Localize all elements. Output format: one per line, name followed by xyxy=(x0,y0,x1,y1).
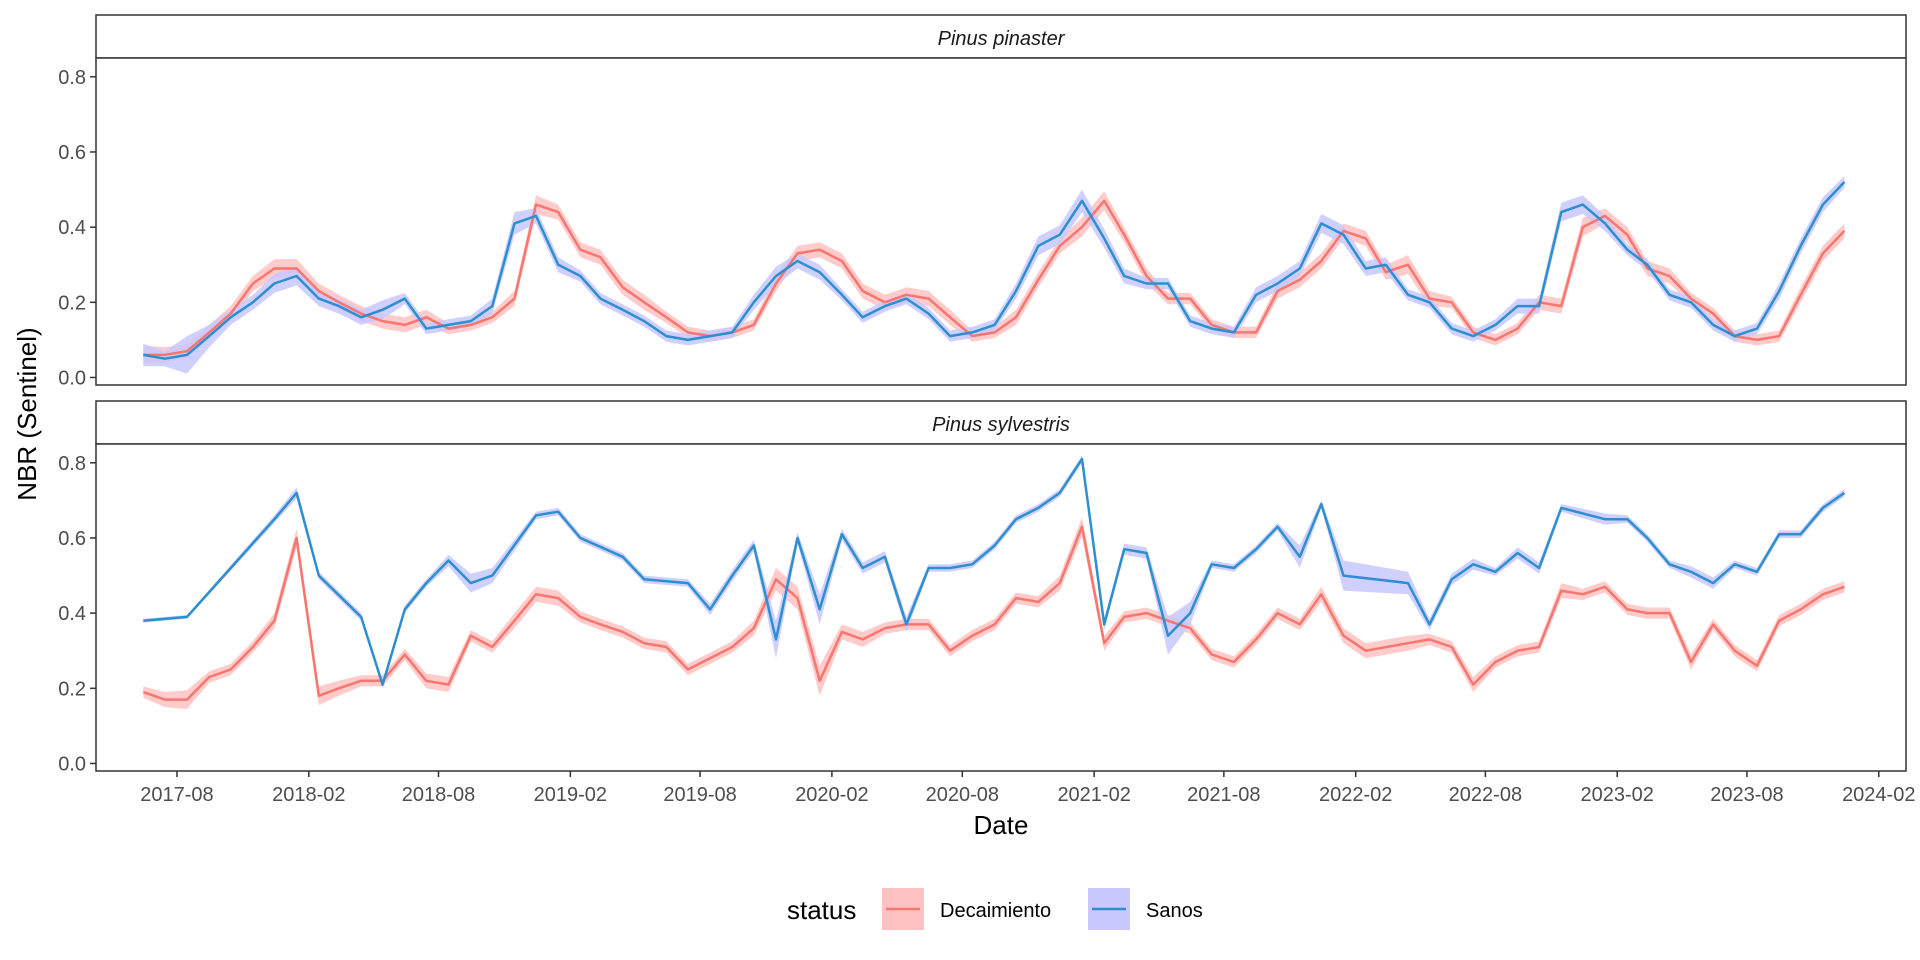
panel-2-y-tick-label: 0.8 xyxy=(58,453,86,475)
panel-2-y-tick-label: 0.0 xyxy=(58,753,86,775)
panel-1-line-sanos xyxy=(143,181,1846,360)
panel-2-y-tick-label: 0.6 xyxy=(58,528,86,550)
panel-2-y-tick-label: 0.2 xyxy=(58,678,86,700)
x-tick-label: 2022-08 xyxy=(1449,784,1522,806)
panel-2-plot-area xyxy=(95,443,1907,772)
panel-1-band-decaimiento xyxy=(143,191,1845,365)
legend-item-decaimiento: Decaimiento xyxy=(882,888,1051,930)
panel-1-data xyxy=(143,176,1846,374)
x-tick-label: 2020-02 xyxy=(795,784,868,806)
panel-2-y-tick-label: 0.4 xyxy=(58,603,86,625)
x-tick-label: 2021-08 xyxy=(1187,784,1260,806)
panel-1-line-decaimiento xyxy=(143,199,1846,357)
x-tick-label: 2018-02 xyxy=(272,784,345,806)
legend-label-sanos: Sanos xyxy=(1146,900,1203,922)
panel-2-line-decaimiento xyxy=(142,525,1845,701)
panel-1-y-axis: 0.0 0.2 0.4 0.6 0.8 xyxy=(58,67,96,389)
x-tick-label: 2021-02 xyxy=(1057,784,1130,806)
legend-title: status xyxy=(787,895,856,925)
x-axis-title: Date xyxy=(974,810,1029,840)
legend-item-sanos: Sanos xyxy=(1088,888,1203,930)
panel-1-strip-label: Pinus pinaster xyxy=(938,28,1066,50)
panel-2-line-sanos xyxy=(143,457,1846,686)
x-tick-label: 2019-02 xyxy=(534,784,607,806)
legend: status Decaimiento Sanos xyxy=(787,888,1203,930)
panel-1-y-tick-label: 0.0 xyxy=(58,367,86,389)
panel-2-band-sanos xyxy=(143,455,1845,689)
panel-1-y-tick-label: 0.8 xyxy=(58,67,86,89)
x-tick-label: 2020-08 xyxy=(926,784,999,806)
panel-2-strip xyxy=(95,400,1907,445)
x-tick-label: 2023-08 xyxy=(1710,784,1783,806)
x-tick-label: 2022-02 xyxy=(1319,784,1392,806)
x-tick-label: 2017-08 xyxy=(140,784,213,806)
panel-2-data xyxy=(142,455,1846,709)
panel-2-y-axis: 0.0 0.2 0.4 0.6 0.8 xyxy=(58,453,96,775)
panel-1-y-tick-label: 0.2 xyxy=(58,292,86,314)
panel-2-strip-label: Pinus sylvestris xyxy=(932,414,1070,436)
panel-pinus-pinaster: Pinus pinaster 0.0 0.2 0.4 0.6 0.8 xyxy=(58,14,1907,389)
x-tick-label: 2019-08 xyxy=(663,784,736,806)
panel-1-plot-area xyxy=(95,57,1907,386)
panel-pinus-sylvestris: Pinus sylvestris 0.0 0.2 0.4 0.6 0.8 xyxy=(58,400,1907,775)
panel-1-y-tick-label: 0.4 xyxy=(58,217,86,239)
y-axis-title: NBR (Sentinel) xyxy=(12,327,42,500)
x-tick-label: 2018-08 xyxy=(402,784,475,806)
x-axis: 2017-08 2018-02 2018-08 2019-02 2019-08 2020-… xyxy=(140,771,1915,806)
panel-1-strip xyxy=(95,14,1907,59)
panel-1-y-tick-label: 0.6 xyxy=(58,142,86,164)
x-tick-label: 2024-02 xyxy=(1842,784,1915,806)
legend-label-decaimiento: Decaimiento xyxy=(940,900,1051,922)
x-tick-label: 2023-02 xyxy=(1581,784,1654,806)
